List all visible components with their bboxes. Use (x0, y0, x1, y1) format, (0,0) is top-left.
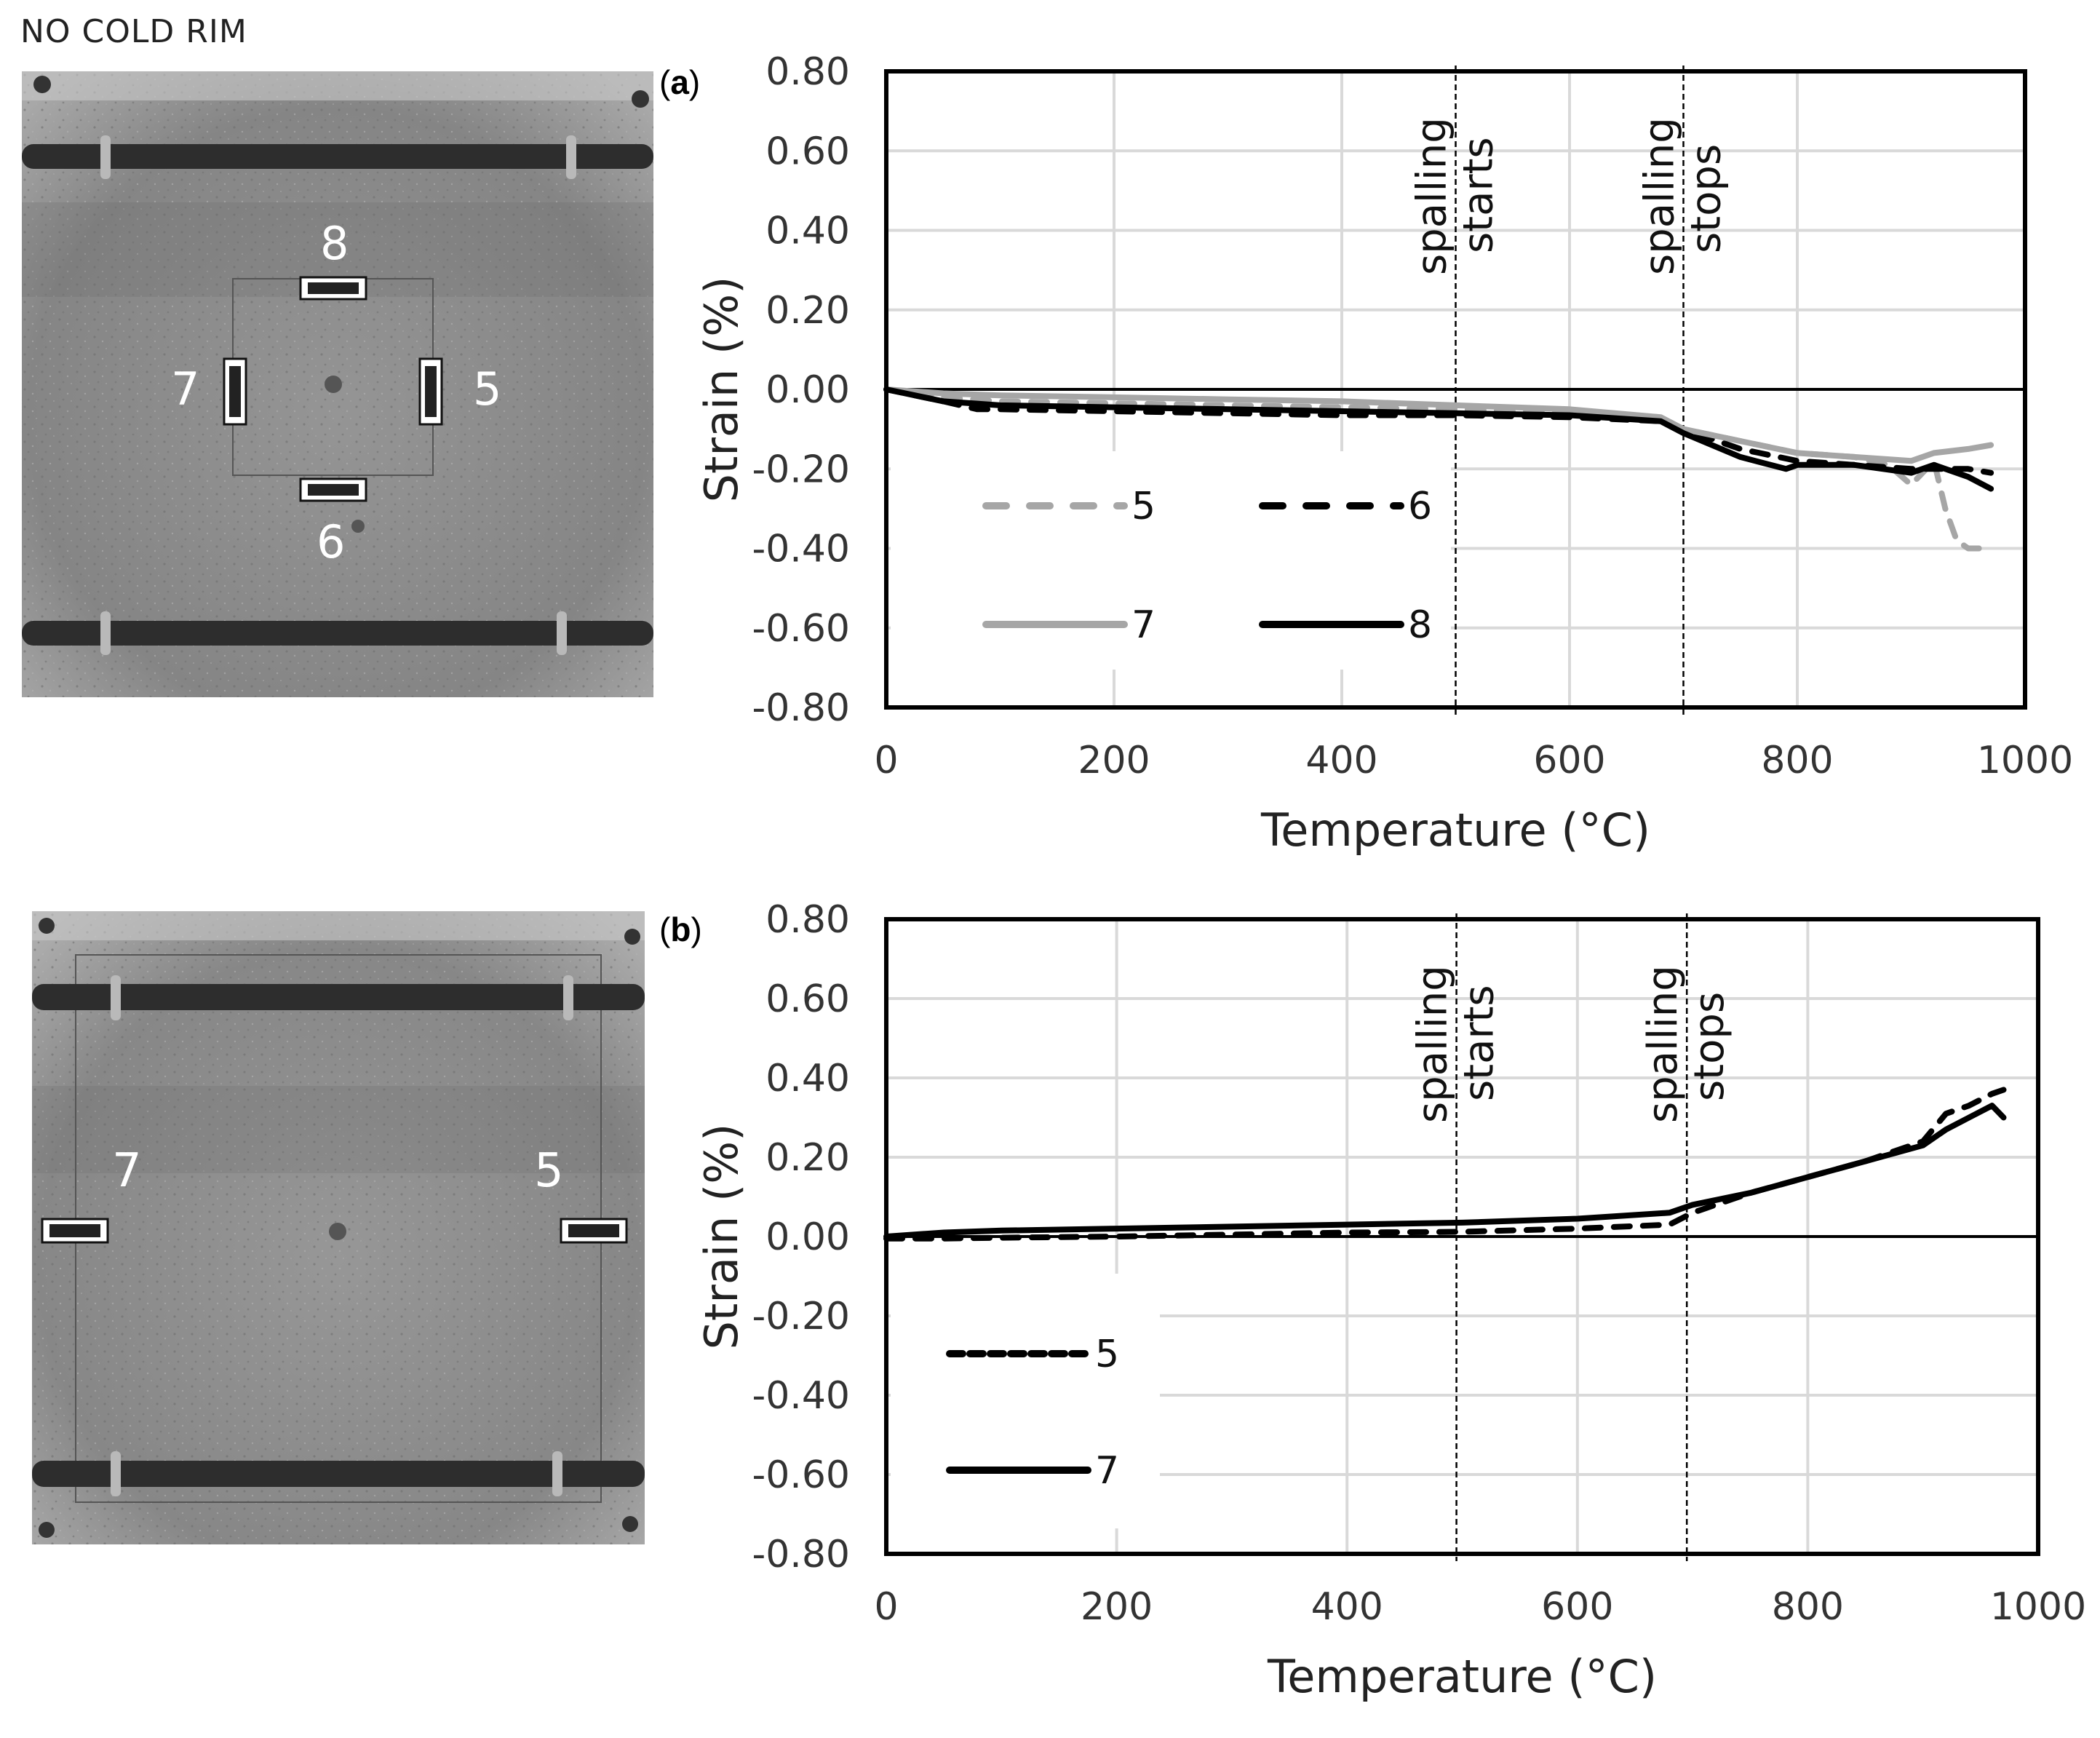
y-tick-label: -0.40 (752, 1374, 850, 1418)
gauge-number-7: 7 (171, 362, 200, 416)
y-tick-label: -0.80 (752, 1533, 850, 1576)
panel-label-a: (a) (659, 63, 701, 101)
y-tick-label: 0.00 (765, 1215, 850, 1259)
x-tick-label: 600 (1533, 739, 1605, 782)
legend-label-7: 7 (1131, 603, 1156, 647)
y-tick-label: -0.20 (752, 448, 850, 491)
spalling-annotation: spalling starts (1409, 117, 1503, 275)
y-tick-label: 0.60 (765, 977, 850, 1021)
annotation-line1: spalling (1409, 117, 1456, 275)
gauge-06 (299, 477, 367, 502)
gauge-number-5: 5 (473, 362, 502, 416)
specimen-photo-a: 8 7 5 6 (22, 71, 653, 697)
annotation-line2: stops (1686, 992, 1733, 1101)
gauge-07 (41, 1218, 109, 1244)
steel-bar-bottom (32, 1461, 645, 1487)
specimen-photo-b: 7 5 (32, 911, 645, 1544)
legend-background (891, 1274, 1160, 1528)
x-axis-title: Temperature (°C) (1267, 1650, 1657, 1703)
plot-frame (884, 69, 2027, 710)
y-tick-label: 0.00 (765, 368, 850, 412)
x-tick-label: 400 (1305, 739, 1377, 782)
gauge-number-5: 5 (534, 1144, 564, 1198)
y-axis-title: Strain (%) (695, 1124, 748, 1350)
strain-chart-b: spalling starts spalling stops 0.80 0.60 0.40 0… (0, 844, 2100, 1735)
y-tick-label: -0.60 (752, 607, 850, 651)
gauge-07 (223, 357, 247, 426)
x-tick-label: 0 (874, 739, 898, 782)
y-tick-label: 0.80 (765, 898, 850, 942)
y-tick-label: -0.60 (752, 1453, 850, 1497)
legend-label-7: 7 (1095, 1449, 1119, 1493)
gauge-08 (299, 276, 367, 301)
series-7-line (883, 386, 1994, 464)
y-tick-label: 0.60 (765, 130, 850, 173)
annotation-line2: stops (1683, 144, 1730, 253)
no-cold-rim-title: NO COLD RIM (20, 13, 247, 50)
y-tick-label: 0.40 (765, 210, 850, 253)
gauge-number-6: 6 (317, 515, 346, 568)
steel-bar-top (32, 984, 645, 1010)
x-tick-label: 200 (1081, 1585, 1153, 1629)
x-tick-label: 800 (1761, 739, 1833, 782)
series-7-line (883, 1103, 2007, 1239)
spalling-annotation: spalling stops (1639, 965, 1733, 1123)
y-tick-label: -0.20 (752, 1295, 850, 1338)
spalling-annotation: spalling stops (1636, 117, 1730, 275)
series-8-line (883, 386, 1994, 492)
strain-chart-a: spalling starts spalling stops 0.80 0.60 0.40 0… (695, 50, 2073, 857)
spalling-annotation: spalling starts (1409, 965, 1503, 1123)
gauge-05 (560, 1218, 628, 1244)
gauge-number-7: 7 (112, 1144, 142, 1198)
y-axis-title-group: Strain (%) (695, 1124, 748, 1350)
annotation-line1: spalling (1636, 117, 1684, 275)
annotation-line2: starts (1456, 985, 1503, 1101)
x-tick-label: 400 (1311, 1585, 1383, 1629)
legend-label-5: 5 (1131, 485, 1156, 528)
annotation-line1: spalling (1409, 965, 1457, 1123)
x-axis-title: Temperature (°C) (1260, 803, 1650, 857)
series-5-line (883, 1087, 2007, 1242)
annotation-line2: starts (1455, 137, 1503, 253)
steel-bar-bottom (22, 621, 653, 646)
x-tick-label: 1000 (1990, 1585, 2086, 1629)
x-tick-label: 200 (1078, 739, 1150, 782)
legend-label-8: 8 (1408, 603, 1432, 647)
annotation-line1: spalling (1639, 965, 1687, 1123)
plot-frame (884, 917, 2040, 1556)
legend-background (891, 451, 1451, 670)
y-axis-title: Strain (%) (695, 277, 748, 503)
y-tick-label: -0.40 (752, 528, 850, 571)
y-tick-label: 0.20 (765, 289, 850, 333)
legend-label-5: 5 (1095, 1333, 1119, 1376)
y-tick-label: 0.20 (765, 1136, 850, 1180)
x-tick-label: 1000 (1977, 739, 2073, 782)
y-axis-title-group: Strain (%) (695, 277, 748, 503)
y-tick-label: -0.80 (752, 686, 850, 730)
legend-label-6: 6 (1408, 485, 1432, 528)
x-tick-label: 800 (1772, 1585, 1844, 1629)
steel-bar-top (22, 144, 653, 169)
gauge-number-8: 8 (320, 217, 349, 270)
x-tick-label: 0 (874, 1585, 898, 1629)
y-tick-label: 0.40 (765, 1057, 850, 1100)
gauge-05 (418, 357, 443, 426)
y-tick-label: 0.80 (765, 50, 850, 94)
chart-b-svg: spalling starts spalling stops0.800.600.400… (695, 898, 2086, 1703)
chart-a-svg: spalling starts spalling stops0.800.600.400… (695, 50, 2073, 857)
panel-label-b: (b) (659, 910, 702, 948)
x-tick-label: 600 (1541, 1585, 1613, 1629)
